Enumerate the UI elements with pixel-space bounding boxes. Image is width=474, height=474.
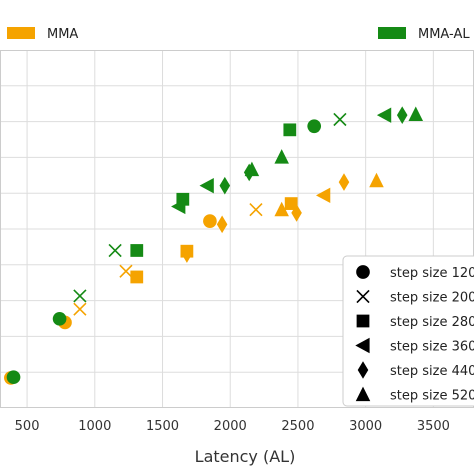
legend-marker-square — [356, 314, 370, 328]
data-point-diamond — [396, 106, 408, 124]
data-point-triangle-left — [199, 177, 214, 194]
legend-marker-diamond — [357, 361, 369, 379]
x-axis-label: Latency (AL) — [195, 447, 296, 466]
legend-marker-label: step size 520 — [390, 389, 474, 404]
legend-marker-triangle-up — [355, 386, 371, 402]
x-tick-label: 3000 — [349, 419, 382, 434]
data-point-circle — [52, 312, 67, 326]
legend-series-label: MMA-AL — [418, 27, 470, 42]
series-2-points — [6, 106, 424, 385]
data-point-x — [333, 112, 347, 127]
marker-legend-box — [342, 255, 474, 407]
legend-marker-label: step size 200 — [390, 291, 474, 306]
data-point-square — [130, 244, 144, 257]
data-point-x — [249, 203, 263, 217]
data-point-square — [130, 270, 144, 284]
legend-series-label: MMA — [47, 27, 78, 42]
data-point-diamond — [216, 215, 228, 234]
data-point-triangle-up — [369, 172, 384, 188]
legend-marker-label: step size 360 — [390, 340, 474, 355]
series-legend: MMA MMA-AL — [7, 27, 470, 42]
data-point-triangle-up — [244, 161, 260, 177]
x-tick-label: 3500 — [417, 419, 450, 434]
data-point-x — [73, 302, 87, 316]
data-point-circle — [6, 370, 21, 385]
legend-marker-label: step size 120 — [390, 266, 474, 281]
data-point-triangle-up — [408, 106, 424, 122]
legend-marker-triangle-left — [355, 337, 370, 354]
legend-marker-x — [356, 289, 370, 304]
x-axis-ticks: 500 1000 1500 2000 2500 3000 3500 — [15, 419, 450, 434]
data-point-square — [283, 123, 297, 137]
data-point-square — [284, 197, 298, 210]
data-point-x — [73, 289, 87, 303]
data-point-diamond — [219, 176, 231, 195]
data-points — [4, 106, 424, 385]
legend-marker-label: step size 280 — [390, 315, 474, 330]
data-point-x — [108, 243, 122, 258]
x-tick-label: 2000 — [214, 419, 247, 434]
data-point-triangle-left — [376, 107, 392, 123]
x-tick-label: 1000 — [78, 419, 111, 434]
x-tick-label: 500 — [15, 419, 40, 434]
data-point-x — [119, 264, 133, 278]
data-point-diamond — [338, 173, 350, 191]
data-point-circle — [307, 119, 322, 134]
marker-legend: step size 120 step size 200 step size 280 s… — [342, 255, 474, 407]
legend-swatch — [378, 27, 406, 39]
data-point-triangle-left — [171, 198, 186, 215]
legend-marker-label: step size 440 — [390, 364, 474, 379]
x-tick-label: 1500 — [146, 419, 179, 434]
data-point-triangle-left — [315, 187, 331, 204]
legend-swatch — [7, 27, 35, 39]
data-point-triangle-up — [274, 201, 289, 217]
data-point-diamond — [181, 245, 193, 263]
x-tick-label: 2500 — [281, 419, 314, 434]
data-point-diamond — [291, 204, 302, 222]
data-point-triangle-up — [274, 149, 289, 164]
data-point-circle — [203, 214, 217, 228]
legend-marker-circle — [356, 265, 370, 279]
